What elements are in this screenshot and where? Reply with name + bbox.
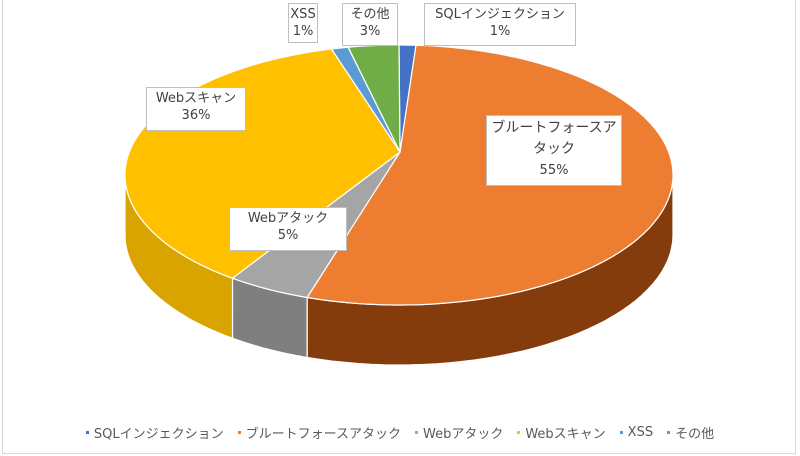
legend-label-webattack: Webアタック bbox=[422, 426, 504, 442]
pie-side-faces bbox=[124, 174, 674, 366]
data-label-sql: SQLインジェクション 1% bbox=[424, 3, 576, 46]
data-label-brute: ブルートフォースア タック 55% bbox=[486, 115, 622, 186]
data-label-webscan: Webスキャン 36% bbox=[146, 87, 246, 131]
data-label-sql-value: 1% bbox=[489, 24, 511, 39]
data-label-xss: XSS 1% bbox=[288, 3, 318, 43]
data-label-xss-value: 1% bbox=[292, 24, 314, 39]
data-label-brute-value: 55% bbox=[539, 163, 569, 178]
legend-marker-brute-icon bbox=[237, 430, 241, 434]
data-label-webattack: Webアタック 5% bbox=[229, 207, 347, 251]
legend-item-webscan: Webスキャン bbox=[517, 423, 606, 442]
legend-label-webscan: Webスキャン bbox=[525, 426, 606, 442]
legend-marker-xss-icon bbox=[619, 430, 623, 434]
legend-item-brute: ブルートフォースアタック bbox=[237, 423, 401, 442]
legend-label-sql: SQLインジェクション bbox=[93, 426, 224, 442]
data-label-sql-name: SQLインジェクション bbox=[435, 7, 565, 22]
data-label-webattack-value: 5% bbox=[277, 228, 299, 243]
legend-marker-webscan-icon bbox=[517, 430, 521, 434]
legend-marker-sql-icon bbox=[85, 430, 89, 434]
data-label-xss-name: XSS bbox=[290, 7, 316, 22]
legend-label-other: その他 bbox=[675, 426, 715, 442]
legend-item-webattack: Webアタック bbox=[414, 423, 504, 442]
data-label-webscan-value: 36% bbox=[181, 108, 211, 123]
legend-marker-other-icon bbox=[667, 430, 671, 434]
data-label-webscan-name: Webスキャン bbox=[155, 91, 237, 106]
data-label-brute-name-line2: タック bbox=[533, 141, 575, 157]
legend-label-brute: ブルートフォースアタック bbox=[245, 426, 401, 442]
data-label-webattack-name: Webアタック bbox=[247, 211, 329, 226]
data-label-brute-name-line1: ブルートフォースア bbox=[491, 120, 617, 136]
data-label-other: その他 3% bbox=[342, 3, 398, 46]
legend-item-xss: XSS bbox=[619, 424, 654, 440]
chart-legend: SQLインジェクション ブルートフォースアタック Webアタック Webスキャン… bbox=[0, 421, 800, 443]
legend-item-other: その他 bbox=[667, 423, 714, 442]
legend-marker-webattack-icon bbox=[414, 430, 418, 434]
data-label-other-name: その他 bbox=[350, 7, 390, 22]
data-label-other-value: 3% bbox=[359, 24, 381, 39]
legend-item-sql: SQLインジェクション bbox=[85, 423, 224, 442]
legend-label-xss: XSS bbox=[627, 424, 654, 440]
